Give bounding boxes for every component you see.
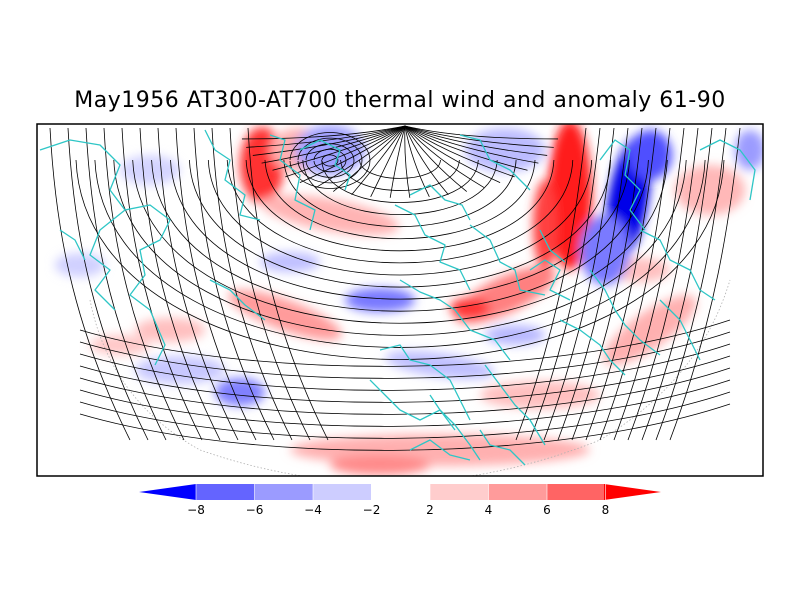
streamline xyxy=(404,125,501,183)
map-plot-area xyxy=(37,124,763,476)
streamline xyxy=(229,127,311,441)
streamline xyxy=(404,125,528,171)
streamline xyxy=(297,137,363,184)
streamline xyxy=(315,125,406,188)
streamline xyxy=(132,159,668,324)
colorbar-tick-label: 8 xyxy=(602,503,610,517)
streamline xyxy=(226,159,574,264)
colorbar-arrow-high xyxy=(604,484,661,500)
streamline xyxy=(79,331,731,379)
streamline xyxy=(641,127,713,441)
streamline xyxy=(121,127,203,441)
streamline xyxy=(49,127,131,441)
colorbar-tick-label: −4 xyxy=(304,503,322,517)
streamline xyxy=(359,159,441,179)
streamline xyxy=(113,159,687,336)
streamline xyxy=(571,127,643,441)
streamline xyxy=(252,125,406,156)
streamline xyxy=(389,125,406,198)
streamline xyxy=(151,159,649,312)
streamline xyxy=(261,125,406,164)
streamline xyxy=(103,127,185,441)
streamline xyxy=(404,125,548,156)
map-title: May1956 AT300-AT700 thermal wind and ano… xyxy=(74,88,726,113)
colorbar-tick-label: −2 xyxy=(363,503,381,517)
streamline xyxy=(585,127,657,441)
streamline xyxy=(241,125,406,140)
colorbar-swatch xyxy=(313,484,372,500)
streamline xyxy=(557,127,629,441)
streamline xyxy=(599,127,671,441)
streamline xyxy=(207,159,593,276)
streamline xyxy=(264,159,536,240)
streamline xyxy=(193,127,275,441)
colorbar-tick-label: 4 xyxy=(485,503,493,517)
colorbar-tick-label: −6 xyxy=(246,503,264,517)
streamline xyxy=(529,127,601,441)
colorbar-tick-label: 2 xyxy=(426,503,434,517)
streamline xyxy=(79,403,731,451)
streamline xyxy=(75,159,725,360)
streamline xyxy=(404,125,430,197)
colorbar-arrow-low xyxy=(139,484,196,500)
streamline xyxy=(404,125,411,198)
colorbar-tick-label: 6 xyxy=(543,503,551,517)
streamline xyxy=(289,132,371,189)
streamline xyxy=(404,125,515,178)
colorbar-swatch xyxy=(488,484,547,500)
streamline xyxy=(404,125,559,140)
streamline xyxy=(211,127,293,441)
thermal-wind-streamlines xyxy=(49,125,741,451)
streamline xyxy=(333,125,406,192)
streamline xyxy=(321,154,339,167)
streamline xyxy=(175,127,257,441)
streamline xyxy=(404,125,449,195)
colorbar-swatch xyxy=(254,484,313,500)
streamline xyxy=(79,367,731,415)
streamline xyxy=(79,343,731,391)
streamline xyxy=(79,379,731,427)
streamline xyxy=(189,159,611,288)
streamline xyxy=(655,127,727,441)
streamline xyxy=(272,125,406,171)
streamline xyxy=(404,125,539,164)
plot-frame xyxy=(36,123,764,477)
streamline xyxy=(404,125,485,188)
streamline xyxy=(79,391,731,439)
colorbar-tick-label: −8 xyxy=(187,503,205,517)
streamline xyxy=(515,127,587,441)
colorbar-swatch xyxy=(371,483,431,501)
streamline xyxy=(351,125,406,195)
streamline xyxy=(313,148,347,173)
colorbar-swatch xyxy=(547,484,606,500)
streamline xyxy=(404,125,467,192)
coastlines xyxy=(39,129,756,466)
streamline xyxy=(299,125,406,183)
streamline xyxy=(247,127,329,441)
streamline xyxy=(627,127,699,441)
colorbar: −8 −6 −4 −2 2 4 6 8 xyxy=(139,483,661,517)
streamline xyxy=(370,125,406,197)
streamline xyxy=(246,125,406,148)
colorbar-swatch xyxy=(430,484,489,500)
streamline xyxy=(669,127,741,441)
streamline xyxy=(67,127,149,441)
colorbar-swatch xyxy=(196,484,255,500)
streamline xyxy=(157,127,239,441)
streamline xyxy=(79,355,731,403)
streamline xyxy=(613,127,685,441)
streamline xyxy=(170,159,630,300)
streamline xyxy=(305,143,355,178)
streamline xyxy=(79,319,731,367)
streamline xyxy=(404,125,554,148)
streamline xyxy=(139,127,221,441)
